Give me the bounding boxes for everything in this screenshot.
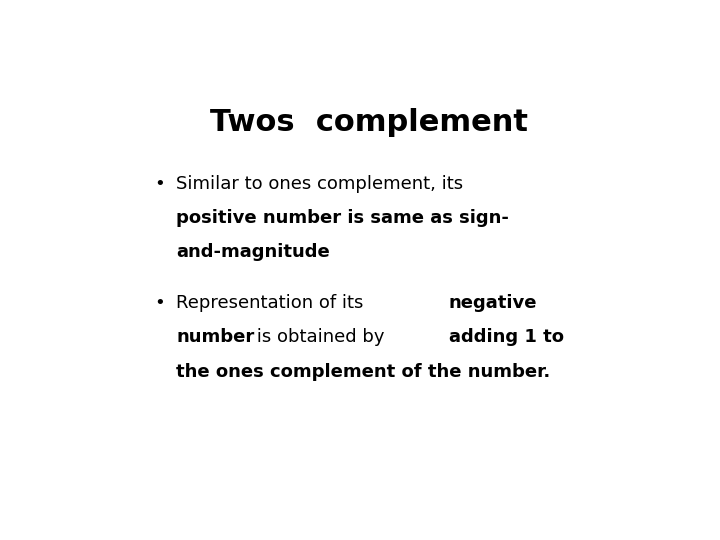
Text: •: • [154, 294, 165, 312]
Text: •: • [154, 175, 165, 193]
Text: number: number [176, 328, 255, 347]
Text: Similar to ones complement, its: Similar to ones complement, its [176, 175, 464, 193]
Text: adding 1 to: adding 1 to [449, 328, 564, 347]
Text: Twos  complement: Twos complement [210, 109, 528, 138]
Text: negative: negative [449, 294, 537, 312]
Text: and-magnitude: and-magnitude [176, 243, 330, 261]
Text: is obtained by: is obtained by [251, 328, 390, 347]
Text: Representation of its: Representation of its [176, 294, 369, 312]
Text: positive number is same as sign-: positive number is same as sign- [176, 209, 509, 227]
Text: the ones complement of the number.: the ones complement of the number. [176, 362, 551, 381]
